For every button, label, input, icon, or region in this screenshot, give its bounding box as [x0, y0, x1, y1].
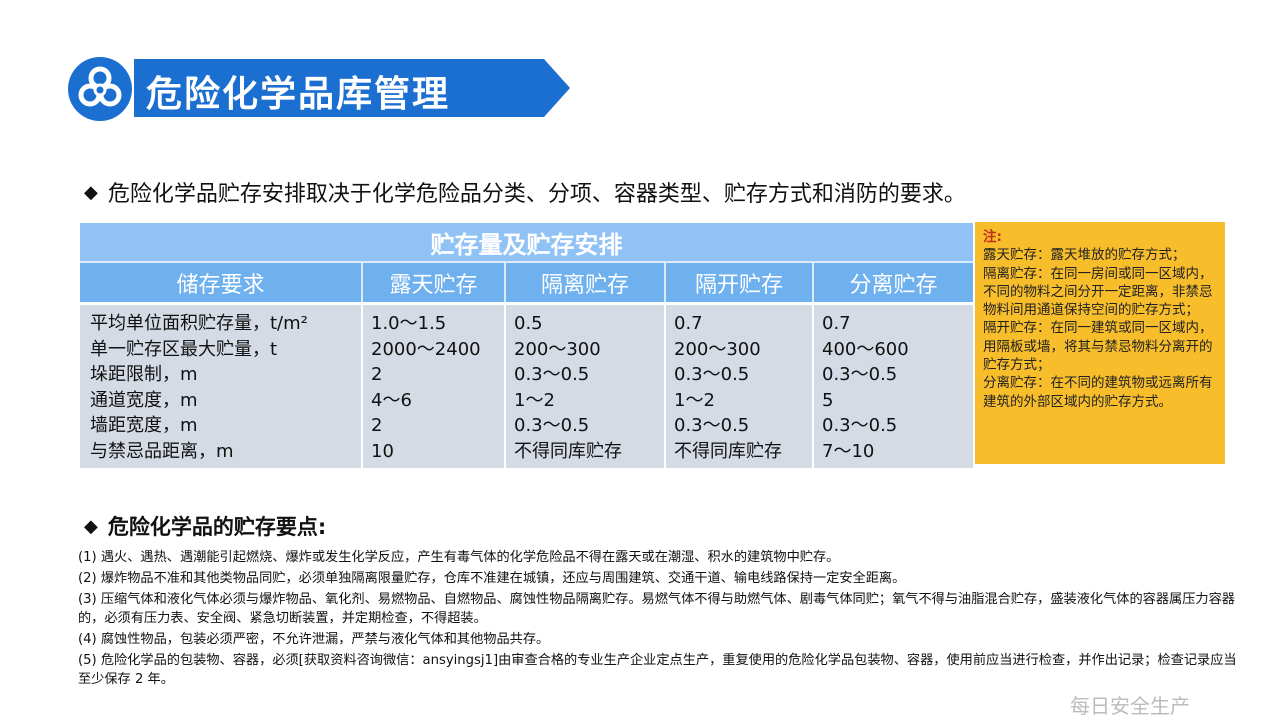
table-cell: 不得同库贮存: [674, 440, 782, 462]
table-cell: 墙距宽度，m: [90, 415, 198, 436]
table-cell: 0.7: [674, 313, 703, 334]
column-header: 露天贮存: [361, 261, 505, 302]
list-item: (3) 压缩气体和液化气体必须与爆炸物品、氧化剂、易燃物品、自燃物品、腐蚀性物品…: [78, 592, 1235, 626]
table-cell: 5: [822, 389, 834, 411]
storage-table: 贮存量及贮存安排 储存要求 露天贮存 隔离贮存 隔开贮存 分离贮存 平均单位面积贮存量，…: [80, 223, 974, 468]
table-column-cell: 0.7 200～300 0.3～0.5 1～2 0.3～0.5 不得同库贮存: [664, 305, 813, 468]
diamond-bullet-icon: ◆: [84, 515, 98, 537]
table-cell: 0.3～0.5: [822, 364, 898, 385]
section2-title: 危险化学品的贮存要点:: [107, 515, 327, 539]
title-banner: 危险化学品库管理: [134, 59, 570, 117]
section2-bullet: ◆ 危险化学品的贮存要点:: [84, 511, 326, 541]
list-item: (2) 爆炸物品不准和其他类物品同贮，必须单独隔离限量贮存，仓库不准建在城镇，还…: [78, 571, 906, 586]
intro-bullet: ◆ 危险化学品贮存安排取决于化学危险品分类、分项、容器类型、贮存方式和消防的要求…: [84, 176, 966, 208]
table-cell: 垛距限制，m: [90, 364, 198, 385]
table-cell: 0.5: [514, 313, 543, 334]
table-cell: 2000～2400: [371, 338, 481, 360]
table-column-cell: 0.5 200～300 0.3～0.5 1～2 0.3～0.5 不得同库贮存: [504, 305, 665, 468]
table-cell: 400～600: [822, 338, 909, 360]
table-cell: 2: [371, 415, 383, 436]
table-cell: 1～2: [514, 389, 555, 411]
biohazard-icon: [68, 57, 132, 121]
table-cell: 0.3～0.5: [674, 364, 750, 385]
page-title: 危险化学品库管理: [146, 74, 451, 115]
table-column-cell: 平均单位面积贮存量，t/m² 单一贮存区最大贮量，t 垛距限制，m 通道宽度，m 墙距宽…: [80, 305, 362, 468]
table-cell: 单一贮存区最大贮量，t: [90, 338, 278, 360]
note-heading: 注:: [983, 229, 1002, 245]
table-title: 贮存量及贮存安排: [80, 223, 974, 262]
table-cell: 0.7: [822, 313, 851, 334]
column-header: 隔开贮存: [664, 261, 813, 302]
table-cell: 平均单位面积贮存量，t/m²: [90, 313, 308, 334]
table-cell: 200～300: [514, 338, 601, 360]
table-cell: 1.0～1.5: [371, 313, 447, 334]
table-cell: 与禁忌品距离，m: [90, 440, 234, 462]
table-cell: 不得同库贮存: [514, 440, 622, 462]
table-cell: 0.3～0.5: [674, 415, 750, 436]
table-cell: 7～10: [822, 440, 875, 462]
list-item: (1) 遇火、遇热、遇潮能引起燃烧、爆炸或发生化学反应，产生有毒气体的化学危险品…: [78, 550, 840, 565]
table-cell: 通道宽度，m: [90, 389, 198, 411]
list-item: (5) 危险化学品的包装物、容器，必须[获取资料咨询微信：ansyingsj1]…: [78, 653, 1237, 687]
table-column-cell: 1.0～1.5 2000～2400 2 4～6 2 10: [361, 305, 505, 468]
note-box: 注: 露天贮存：露天堆放的贮存方式； 隔离贮存：在同一房间或同一区域内，不同的物料…: [975, 222, 1225, 464]
table-cell: 0.3～0.5: [514, 415, 590, 436]
table-cell: 2: [371, 364, 383, 385]
intro-text: 危险化学品贮存安排取决于化学危险品分类、分项、容器类型、贮存方式和消防的要求。: [107, 182, 966, 207]
column-header: 储存要求: [80, 261, 362, 302]
diamond-bullet-icon: ◆: [84, 181, 98, 203]
note-line: 隔离贮存：在同一房间或同一区域内，不同的物料之间分开一定距离，非禁忌物料间用通道…: [983, 265, 1213, 319]
storage-points-list: (1) 遇火、遇热、遇潮能引起燃烧、爆炸或发生化学反应，产生有毒气体的化学危险品…: [78, 548, 1248, 691]
column-header: 分离贮存: [811, 261, 974, 302]
table-cell: 0.3～0.5: [822, 415, 898, 436]
column-header: 隔离贮存: [504, 261, 665, 302]
table-column-cell: 0.7 400～600 0.3～0.5 5 0.3～0.5 7～10: [811, 305, 974, 468]
table-cell: 4～6: [371, 389, 412, 411]
note-line: 隔开贮存：在同一建筑或同一区域内，用隔板或墙，将其与禁忌物料分离开的贮存方式；: [983, 320, 1213, 374]
note-line: 露天贮存：露天堆放的贮存方式；: [983, 247, 1186, 264]
watermark: 每日安全生产: [1070, 694, 1190, 718]
table-cell: 1～2: [674, 389, 715, 411]
note-line: 分离贮存：在不同的建筑物或远离所有建筑的外部区域内的贮存方式。: [983, 375, 1213, 410]
table-cell: 0.3～0.5: [514, 364, 590, 385]
list-item: (4) 腐蚀性物品，包装必须严密，不允许泄漏，严禁与液化气体和其他物品共存。: [78, 632, 550, 647]
table-cell: 10: [371, 440, 394, 462]
table-cell: 200～300: [674, 338, 761, 360]
